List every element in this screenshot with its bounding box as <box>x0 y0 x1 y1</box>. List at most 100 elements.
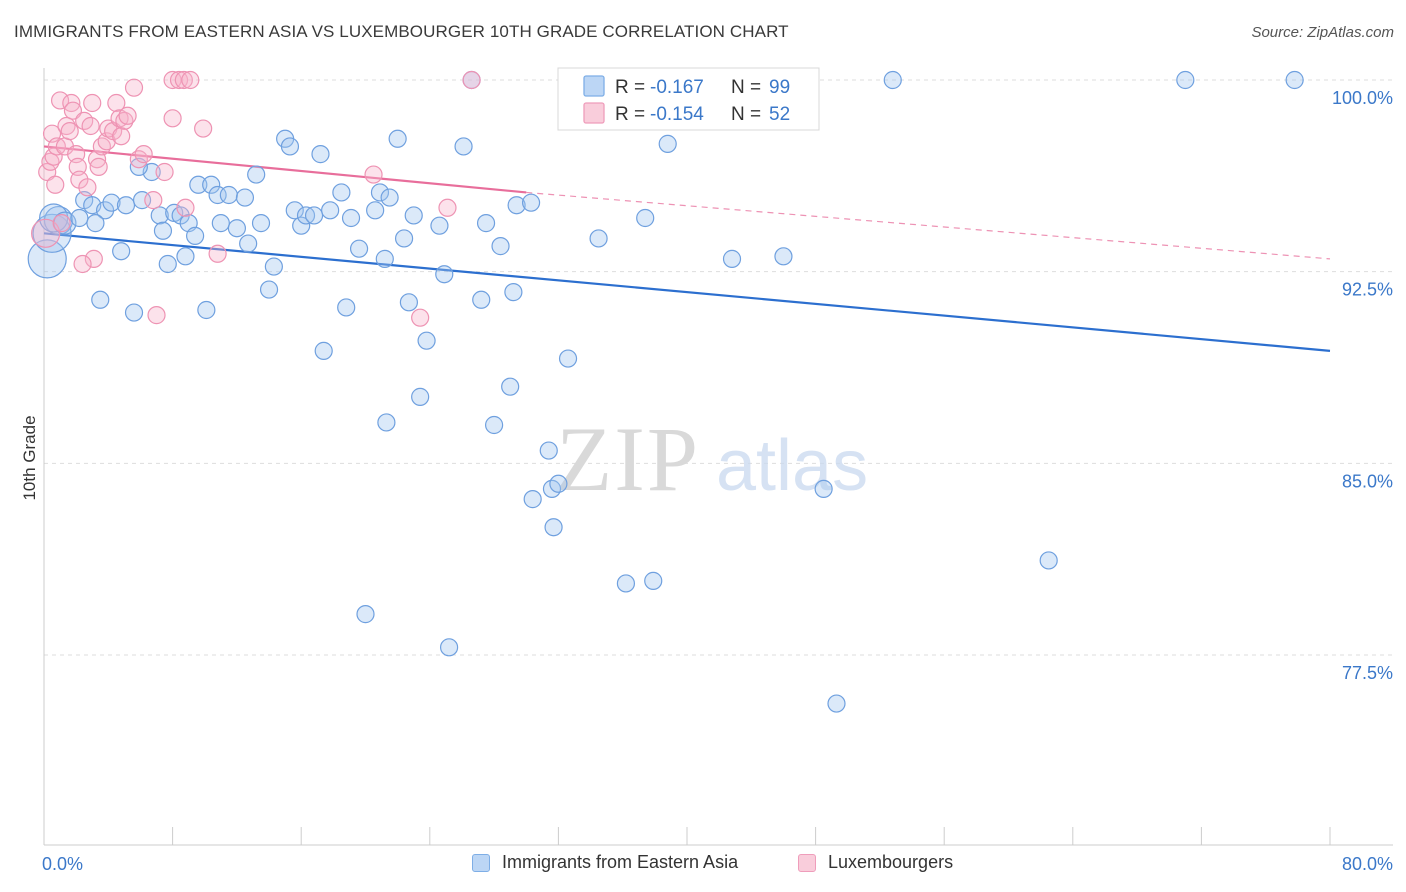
point-eastern-asia[interactable] <box>439 638 459 657</box>
point-eastern-asia[interactable] <box>504 283 523 302</box>
point-eastern-asia[interactable] <box>189 175 208 194</box>
point-eastern-asia[interactable] <box>417 331 436 350</box>
point-eastern-asia[interactable] <box>454 137 473 156</box>
point-eastern-asia[interactable] <box>321 201 340 220</box>
point-luxembourger[interactable] <box>78 178 97 197</box>
point-eastern-asia[interactable] <box>264 257 283 276</box>
point-luxembourger[interactable] <box>462 70 481 90</box>
point-luxembourger[interactable] <box>60 122 79 141</box>
point-eastern-asia[interactable] <box>197 300 216 320</box>
point-eastern-asia[interactable] <box>377 413 396 432</box>
point-eastern-asia[interactable] <box>404 206 423 225</box>
point-eastern-asia[interactable] <box>39 203 69 233</box>
point-eastern-asia[interactable] <box>219 185 238 205</box>
point-eastern-asia[interactable] <box>539 441 558 460</box>
point-luxembourger[interactable] <box>41 152 60 171</box>
point-eastern-asia[interactable] <box>814 479 833 498</box>
point-eastern-asia[interactable] <box>644 571 663 590</box>
point-eastern-asia[interactable] <box>202 175 221 194</box>
point-eastern-asia[interactable] <box>314 341 333 360</box>
point-eastern-asia[interactable] <box>341 208 361 228</box>
point-eastern-asia[interactable] <box>112 242 131 261</box>
legend-item-eastern-asia[interactable]: Immigrants from Eastern Asia <box>472 852 738 873</box>
point-eastern-asia[interactable] <box>91 290 110 309</box>
point-luxembourger[interactable] <box>208 244 227 263</box>
point-eastern-asia[interactable] <box>411 387 430 406</box>
point-luxembourger[interactable] <box>134 145 153 164</box>
point-eastern-asia[interactable] <box>43 205 74 236</box>
point-eastern-asia[interactable] <box>158 254 177 274</box>
point-eastern-asia[interactable] <box>507 196 526 215</box>
point-luxembourger[interactable] <box>89 157 108 176</box>
point-eastern-asia[interactable] <box>356 605 375 624</box>
point-eastern-asia[interactable] <box>102 193 121 212</box>
point-eastern-asia[interactable] <box>227 219 246 238</box>
point-eastern-asia[interactable] <box>337 298 356 317</box>
point-luxembourger[interactable] <box>46 175 65 194</box>
point-eastern-asia[interactable] <box>150 206 169 225</box>
point-eastern-asia[interactable] <box>476 214 496 233</box>
point-eastern-asia[interactable] <box>616 574 636 593</box>
point-luxembourger[interactable] <box>438 198 457 217</box>
point-eastern-asia[interactable] <box>304 206 324 225</box>
point-luxembourger[interactable] <box>147 306 166 325</box>
point-luxembourger[interactable] <box>73 254 92 274</box>
point-eastern-asia[interactable] <box>247 165 266 184</box>
point-luxembourger[interactable] <box>83 93 102 113</box>
point-luxembourger[interactable] <box>84 249 103 268</box>
point-eastern-asia[interactable] <box>86 214 105 233</box>
point-eastern-asia[interactable] <box>394 229 414 248</box>
point-eastern-asia[interactable] <box>124 303 144 322</box>
point-luxembourger[interactable] <box>174 70 193 90</box>
point-luxembourger[interactable] <box>411 308 430 327</box>
point-eastern-asia[interactable] <box>280 137 300 156</box>
point-eastern-asia[interactable] <box>658 134 677 153</box>
point-eastern-asia[interactable] <box>370 183 390 202</box>
point-eastern-asia[interactable] <box>366 201 385 220</box>
point-eastern-asia[interactable] <box>153 221 173 240</box>
point-luxembourger[interactable] <box>364 165 383 184</box>
point-luxembourger[interactable] <box>63 101 83 120</box>
point-eastern-asia[interactable] <box>251 214 271 233</box>
point-luxembourger[interactable] <box>181 70 200 90</box>
point-eastern-asia[interactable] <box>558 349 578 368</box>
point-luxembourger[interactable] <box>176 198 195 217</box>
point-eastern-asia[interactable] <box>549 474 568 493</box>
point-eastern-asia[interactable] <box>435 265 454 284</box>
point-eastern-asia[interactable] <box>523 490 542 509</box>
point-eastern-asia[interactable] <box>544 518 563 537</box>
point-eastern-asia[interactable] <box>380 188 399 207</box>
point-eastern-asia[interactable] <box>774 247 793 266</box>
point-eastern-asia[interactable] <box>211 214 230 233</box>
point-eastern-asia[interactable] <box>285 201 304 220</box>
point-eastern-asia[interactable] <box>521 193 541 212</box>
point-eastern-asia[interactable] <box>375 249 394 268</box>
point-eastern-asia[interactable] <box>186 226 205 245</box>
point-luxembourger[interactable] <box>62 93 81 113</box>
point-luxembourger[interactable] <box>31 218 61 248</box>
point-eastern-asia[interactable] <box>388 129 407 148</box>
point-eastern-asia[interactable] <box>70 208 89 228</box>
point-eastern-asia[interactable] <box>485 415 504 435</box>
point-luxembourger[interactable] <box>44 147 63 166</box>
point-eastern-asia[interactable] <box>27 239 67 279</box>
point-luxembourger[interactable] <box>155 162 174 182</box>
point-eastern-asia[interactable] <box>501 377 520 396</box>
point-luxembourger[interactable] <box>38 162 57 182</box>
point-luxembourger[interactable] <box>57 116 76 136</box>
point-eastern-asia[interactable] <box>332 183 351 202</box>
point-eastern-asia[interactable] <box>722 249 742 268</box>
point-eastern-asia[interactable] <box>1285 70 1304 90</box>
point-eastern-asia[interactable] <box>472 290 491 309</box>
point-luxembourger[interactable] <box>115 111 134 130</box>
point-eastern-asia[interactable] <box>292 216 311 235</box>
point-eastern-asia[interactable] <box>589 229 608 248</box>
point-luxembourger[interactable] <box>81 116 100 136</box>
point-luxembourger[interactable] <box>163 109 182 128</box>
point-luxembourger[interactable] <box>194 119 213 138</box>
point-eastern-asia[interactable] <box>176 247 195 266</box>
point-eastern-asia[interactable] <box>827 694 846 713</box>
point-luxembourger[interactable] <box>112 127 131 146</box>
point-eastern-asia[interactable] <box>430 216 449 235</box>
point-luxembourger[interactable] <box>124 78 144 97</box>
